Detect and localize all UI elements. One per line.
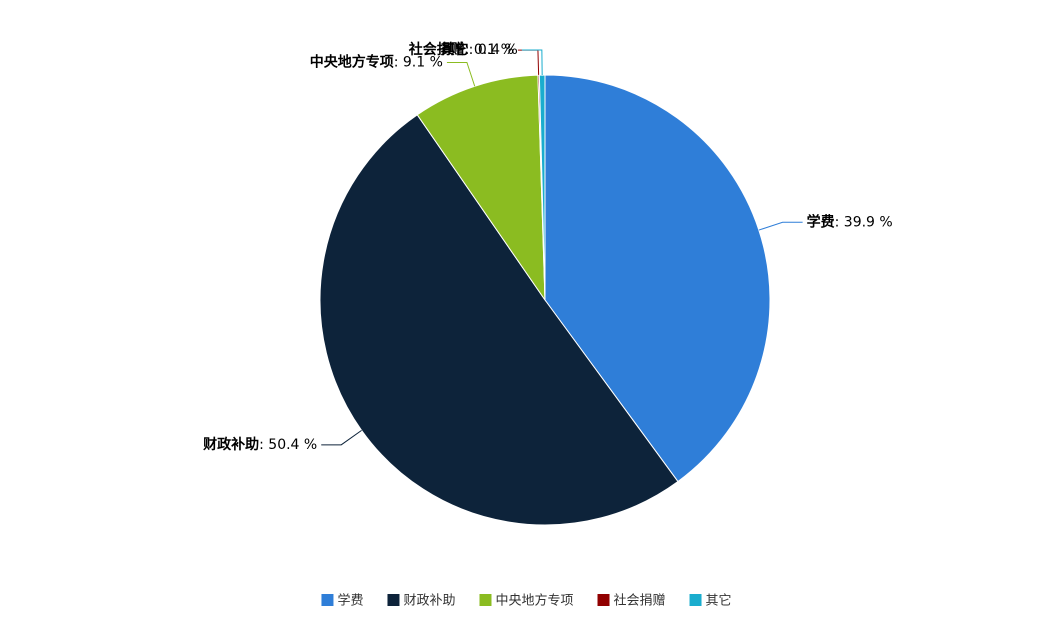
label-sep: : (469, 42, 478, 58)
label-name: 学费 (807, 213, 835, 230)
label-name: 财政补助 (202, 436, 259, 453)
data-label: 中央地方专项: 9.1 % (310, 54, 443, 71)
legend-swatch (479, 594, 492, 606)
pie-slice (416, 74, 546, 302)
legend-swatch (689, 594, 702, 606)
label-value: 39.9 % (844, 214, 893, 230)
connector (446, 62, 476, 87)
legend: 学费 财政补助 中央地方专项 社会捐赠 其它 (321, 593, 732, 609)
data-label: 财政补助: 50.4 % (202, 436, 317, 453)
legend-label: 学费 (337, 593, 363, 609)
pie-slice (544, 74, 771, 483)
data-label: 学费: 39.9 % (807, 213, 893, 230)
label-name: 中央地方专项 (310, 54, 394, 71)
legend-label: 社会捐赠 (614, 593, 666, 609)
label-value: 0.1 % (474, 42, 514, 58)
label-sep: : (835, 214, 844, 230)
data-label: 其它: 0.4 % (441, 41, 518, 58)
legend-swatch (387, 594, 400, 606)
label-value: 9.1 % (403, 55, 443, 71)
legend-label: 其它 (706, 593, 732, 609)
label-value: 0.4 % (478, 42, 518, 58)
legend-label: 财政补助 (403, 594, 455, 609)
connector (321, 429, 362, 446)
label-name: 其它 (441, 41, 469, 58)
legend-swatch (321, 594, 334, 606)
data-label: 社会捐赠: 0.1 % (408, 41, 514, 58)
label-sep: : (394, 55, 403, 71)
connector (758, 221, 803, 231)
connector (521, 49, 543, 76)
label-sep: : (465, 42, 474, 58)
label-sep: : (259, 437, 268, 453)
label-name: 社会捐赠 (408, 41, 465, 58)
connector (517, 49, 540, 76)
legend-label: 中央地方专项 (495, 593, 573, 609)
label-value: 50.4 % (268, 437, 317, 453)
legend-swatch (597, 594, 610, 606)
